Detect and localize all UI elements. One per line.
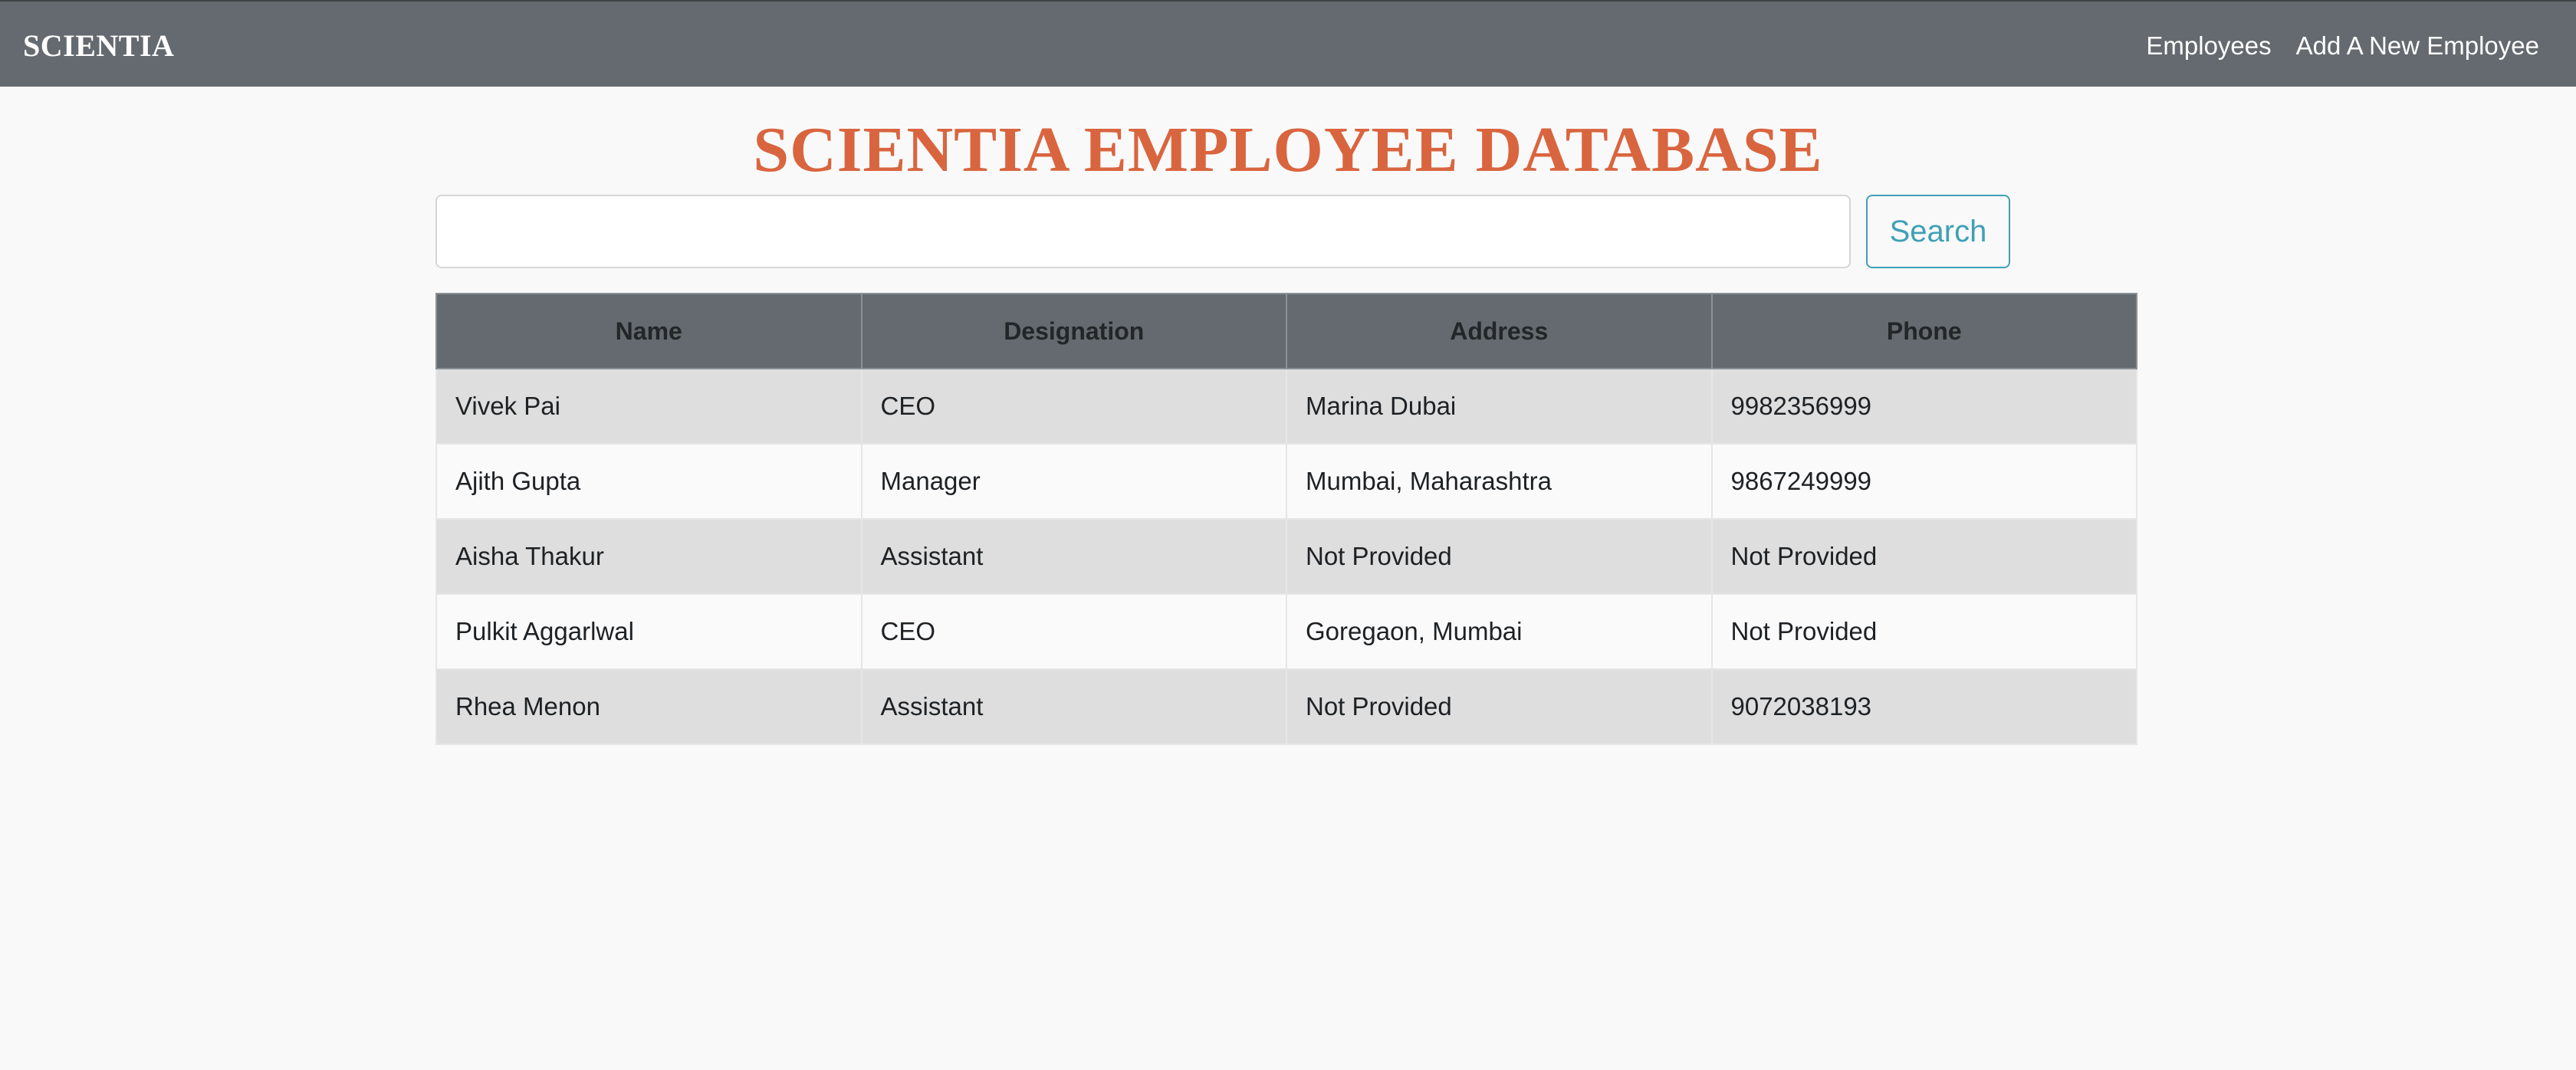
column-header-name: Name	[435, 293, 863, 369]
column-header-address: Address	[1286, 293, 1713, 369]
cell-name: Ajith Gupta	[435, 443, 863, 520]
table-row: Aisha Thakur Assistant Not Provided Not …	[435, 518, 2137, 595]
cell-designation: CEO	[860, 593, 1287, 670]
cell-phone: Not Provided	[1710, 518, 2137, 595]
search-input[interactable]	[435, 195, 1851, 268]
cell-phone: Not Provided	[1710, 593, 2137, 670]
cell-address: Not Provided	[1286, 668, 1713, 745]
brand-logo[interactable]: SCIENTIA	[23, 28, 175, 63]
table-row: Ajith Gupta Manager Mumbai, Maharashtra …	[435, 443, 2137, 520]
cell-phone: 9982356999	[1710, 368, 2137, 445]
search-button[interactable]: Search	[1866, 195, 2010, 268]
table-row: Vivek Pai CEO Marina Dubai 9982356999	[435, 368, 2137, 445]
cell-designation: Assistant	[860, 668, 1287, 745]
table-header-row: Name Designation Address Phone	[435, 293, 2137, 369]
cell-address: Marina Dubai	[1286, 368, 1713, 445]
cell-designation: CEO	[860, 368, 1287, 445]
cell-name: Pulkit Aggarlwal	[435, 593, 863, 670]
cell-phone: 9867249999	[1710, 443, 2137, 520]
cell-address: Not Provided	[1286, 518, 1713, 595]
column-header-phone: Phone	[1710, 293, 2137, 369]
cell-name: Aisha Thakur	[435, 518, 863, 595]
table-row: Pulkit Aggarlwal CEO Goregaon, Mumbai No…	[435, 593, 2137, 670]
cell-address: Goregaon, Mumbai	[1286, 593, 1713, 670]
page-title: SCIENTIA EMPLOYEE DATABASE	[753, 114, 1823, 185]
cell-name: Rhea Menon	[435, 668, 863, 745]
table-row: Rhea Menon Assistant Not Provided 907203…	[435, 668, 2137, 745]
nav-links: Employees Add A New Employee	[2146, 31, 2539, 61]
cell-name: Vivek Pai	[435, 368, 863, 445]
cell-designation: Assistant	[860, 518, 1287, 595]
cell-phone: 9072038193	[1710, 668, 2137, 745]
cell-designation: Manager	[860, 443, 1287, 520]
employee-table: Name Designation Address Phone Vivek Pai…	[435, 293, 2137, 745]
nav-link-employees[interactable]: Employees	[2146, 31, 2272, 60]
nav-link-add-employee[interactable]: Add A New Employee	[2295, 31, 2539, 60]
navbar: SCIENTIA Employees Add A New Employee	[0, 0, 2576, 87]
column-header-designation: Designation	[860, 293, 1287, 369]
cell-address: Mumbai, Maharashtra	[1286, 443, 1713, 520]
